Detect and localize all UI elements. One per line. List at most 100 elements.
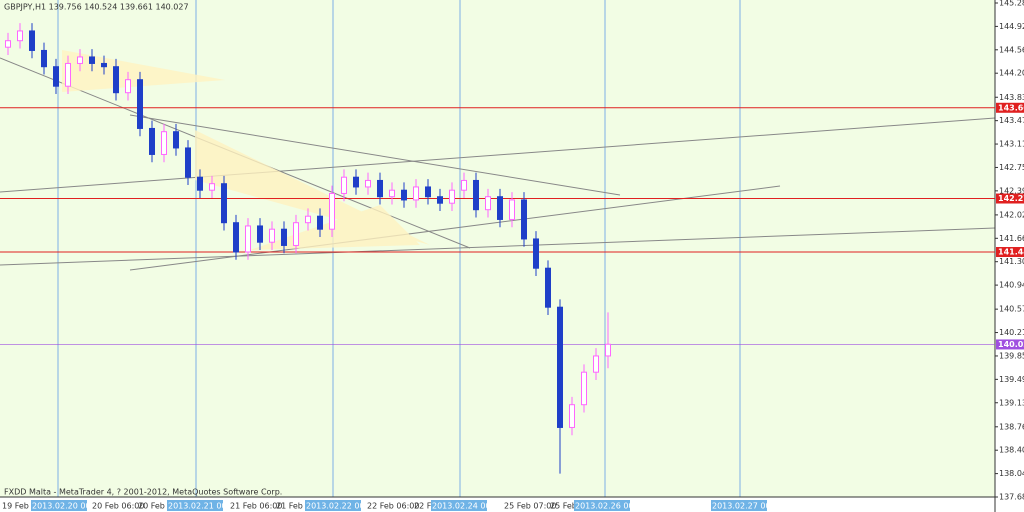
candle-body [125, 79, 131, 94]
candle-body [533, 238, 539, 269]
candle-body [341, 176, 347, 194]
y-tick-label: 139.850 [999, 351, 1024, 360]
level-line-label: 141.449 [998, 248, 1024, 257]
period-separators [57, 0, 741, 497]
y-tick-label: 139.490 [999, 375, 1024, 384]
y-tick-label: 143.470 [999, 116, 1024, 125]
candle-body [461, 179, 467, 191]
candle-body [161, 131, 167, 155]
y-tick-label: 142.020 [999, 210, 1024, 219]
y-tick-label: 139.130 [999, 398, 1024, 407]
candle-body [221, 183, 227, 224]
y-tick-label: 140.570 [999, 305, 1024, 314]
x-tick-label: 2013.02.22 00:00 [306, 502, 377, 511]
y-tick-label: 144.920 [999, 22, 1024, 31]
current-price-box [996, 339, 1024, 350]
x-label-box [711, 500, 767, 511]
candle-body [473, 179, 479, 211]
y-tick-label: 144.560 [999, 45, 1024, 54]
x-tick-label: 2013.02.26 00:00 [575, 502, 646, 511]
candle-body [401, 189, 407, 201]
candle-body [185, 147, 191, 178]
candle-body [365, 179, 371, 188]
candle-body [65, 62, 71, 87]
candle-body [449, 189, 455, 204]
candle-body [497, 196, 503, 220]
y-tick-label: 142.390 [999, 186, 1024, 195]
candle-body [173, 131, 179, 149]
candle-body [149, 127, 155, 155]
x-label-box [305, 500, 361, 511]
x-tick-label: 2013.02.24 00:00 [432, 502, 503, 511]
y-tick-label: 138.040 [999, 469, 1024, 478]
x-tick-label: 2013.02.27 00:00 [712, 502, 783, 511]
x-label-box [167, 500, 223, 511]
candle-body [113, 66, 119, 94]
y-tick-label: 140.940 [999, 281, 1024, 290]
x-tick-label: 22 Feb 06:00 [367, 502, 419, 511]
candle-body [293, 222, 299, 246]
x-tick-label: 25 Feb 07:00 [504, 502, 556, 511]
x-label-box [431, 500, 487, 511]
y-tick-label: 145.280 [999, 0, 1024, 8]
candle-body [557, 306, 563, 428]
candle-body [77, 56, 83, 64]
candle-body [233, 222, 239, 253]
candle-body [29, 30, 35, 51]
candle-body [197, 176, 203, 191]
candle-body [329, 192, 335, 230]
candle-body [593, 355, 599, 373]
candle-body [137, 79, 143, 129]
x-label-box [574, 500, 630, 511]
candle-body [281, 228, 287, 246]
candle-body [569, 404, 575, 428]
candle-body [41, 49, 47, 68]
y-tick-label: 140.210 [999, 328, 1024, 337]
y-tick-label: 141.660 [999, 234, 1024, 243]
chart-title: GBPJPY,H1 139.756 140.524 139.661 140.02… [4, 3, 189, 12]
candle-body [209, 183, 215, 191]
y-tick-label: 138.760 [999, 422, 1024, 431]
x-tick-label: 25 Feb [550, 502, 577, 511]
candle-body [269, 228, 275, 243]
y-tick-label: 143.830 [999, 93, 1024, 102]
candle-body [89, 56, 95, 64]
y-tick-label: 144.200 [999, 69, 1024, 78]
candle-body [509, 199, 515, 220]
x-tick-label: 19 Feb 2013 [2, 502, 52, 511]
candle-body [5, 40, 11, 48]
candle-body [521, 199, 527, 240]
y-tick-label: 137.680 [999, 493, 1024, 502]
candle-body [605, 343, 611, 357]
candle-body [413, 186, 419, 201]
x-tick-label: 20 Feb 14:00 [138, 502, 190, 511]
x-tick-label: 2013.02.20 00:00 [32, 502, 103, 511]
candle-body [485, 196, 491, 211]
footer-text: FXDD Malta - MetaTrader 4, ? 2001-2012, … [4, 488, 282, 497]
candle-body [377, 179, 383, 198]
level-line-box [996, 247, 1024, 258]
candle-body [545, 267, 551, 308]
candle-body [425, 186, 431, 198]
x-tick-label: 21 Feb 06:00 [230, 502, 282, 511]
candle-body [17, 30, 23, 42]
candle-body [305, 215, 311, 224]
candle-body [257, 225, 263, 243]
y-tick-label: 138.400 [999, 446, 1024, 455]
level-line-box [996, 193, 1024, 204]
x-label-box [31, 500, 87, 511]
level-line-label: 142.272 [998, 194, 1024, 203]
candle-body [437, 196, 443, 204]
candle-body [53, 66, 59, 87]
y-tick-label: 143.110 [999, 140, 1024, 149]
candle-body [245, 225, 251, 253]
y-tick-label: 141.300 [999, 257, 1024, 266]
candle-body [389, 189, 395, 198]
y-tick-label: 142.750 [999, 163, 1024, 172]
candle-body [581, 371, 587, 406]
current-price-label: 140.027 [998, 340, 1024, 349]
candle-body [101, 62, 107, 68]
x-tick-label: 2013.02.21 00:00 [168, 502, 239, 511]
level-line-box [996, 102, 1024, 113]
